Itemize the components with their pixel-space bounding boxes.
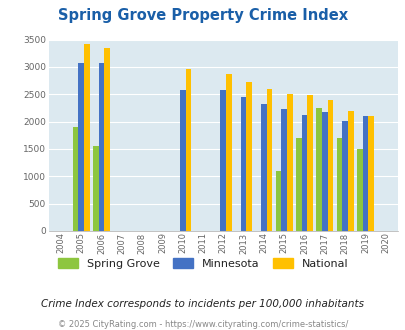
Bar: [104, 49, 110, 231]
Bar: [307, 95, 312, 231]
Bar: [275, 171, 281, 231]
Bar: [327, 100, 333, 231]
Bar: [336, 138, 341, 231]
Bar: [321, 112, 327, 231]
Bar: [84, 44, 90, 231]
Bar: [240, 97, 246, 231]
Bar: [362, 116, 367, 231]
Bar: [341, 121, 347, 231]
Text: Spring Grove Property Crime Index: Spring Grove Property Crime Index: [58, 8, 347, 23]
Bar: [72, 127, 78, 231]
Text: © 2025 CityRating.com - https://www.cityrating.com/crime-statistics/: © 2025 CityRating.com - https://www.city…: [58, 320, 347, 329]
Bar: [260, 104, 266, 231]
Bar: [266, 89, 272, 231]
Bar: [226, 74, 231, 231]
Legend: Spring Grove, Minnesota, National: Spring Grove, Minnesota, National: [53, 253, 352, 273]
Bar: [93, 146, 98, 231]
Bar: [347, 111, 353, 231]
Bar: [286, 94, 292, 231]
Bar: [220, 90, 226, 231]
Bar: [295, 138, 301, 231]
Bar: [185, 69, 191, 231]
Bar: [78, 63, 84, 231]
Bar: [301, 115, 307, 231]
Bar: [356, 149, 362, 231]
Bar: [246, 82, 252, 231]
Bar: [367, 116, 373, 231]
Text: Crime Index corresponds to incidents per 100,000 inhabitants: Crime Index corresponds to incidents per…: [41, 299, 364, 309]
Bar: [98, 63, 104, 231]
Bar: [281, 109, 286, 231]
Bar: [315, 108, 321, 231]
Bar: [179, 90, 185, 231]
